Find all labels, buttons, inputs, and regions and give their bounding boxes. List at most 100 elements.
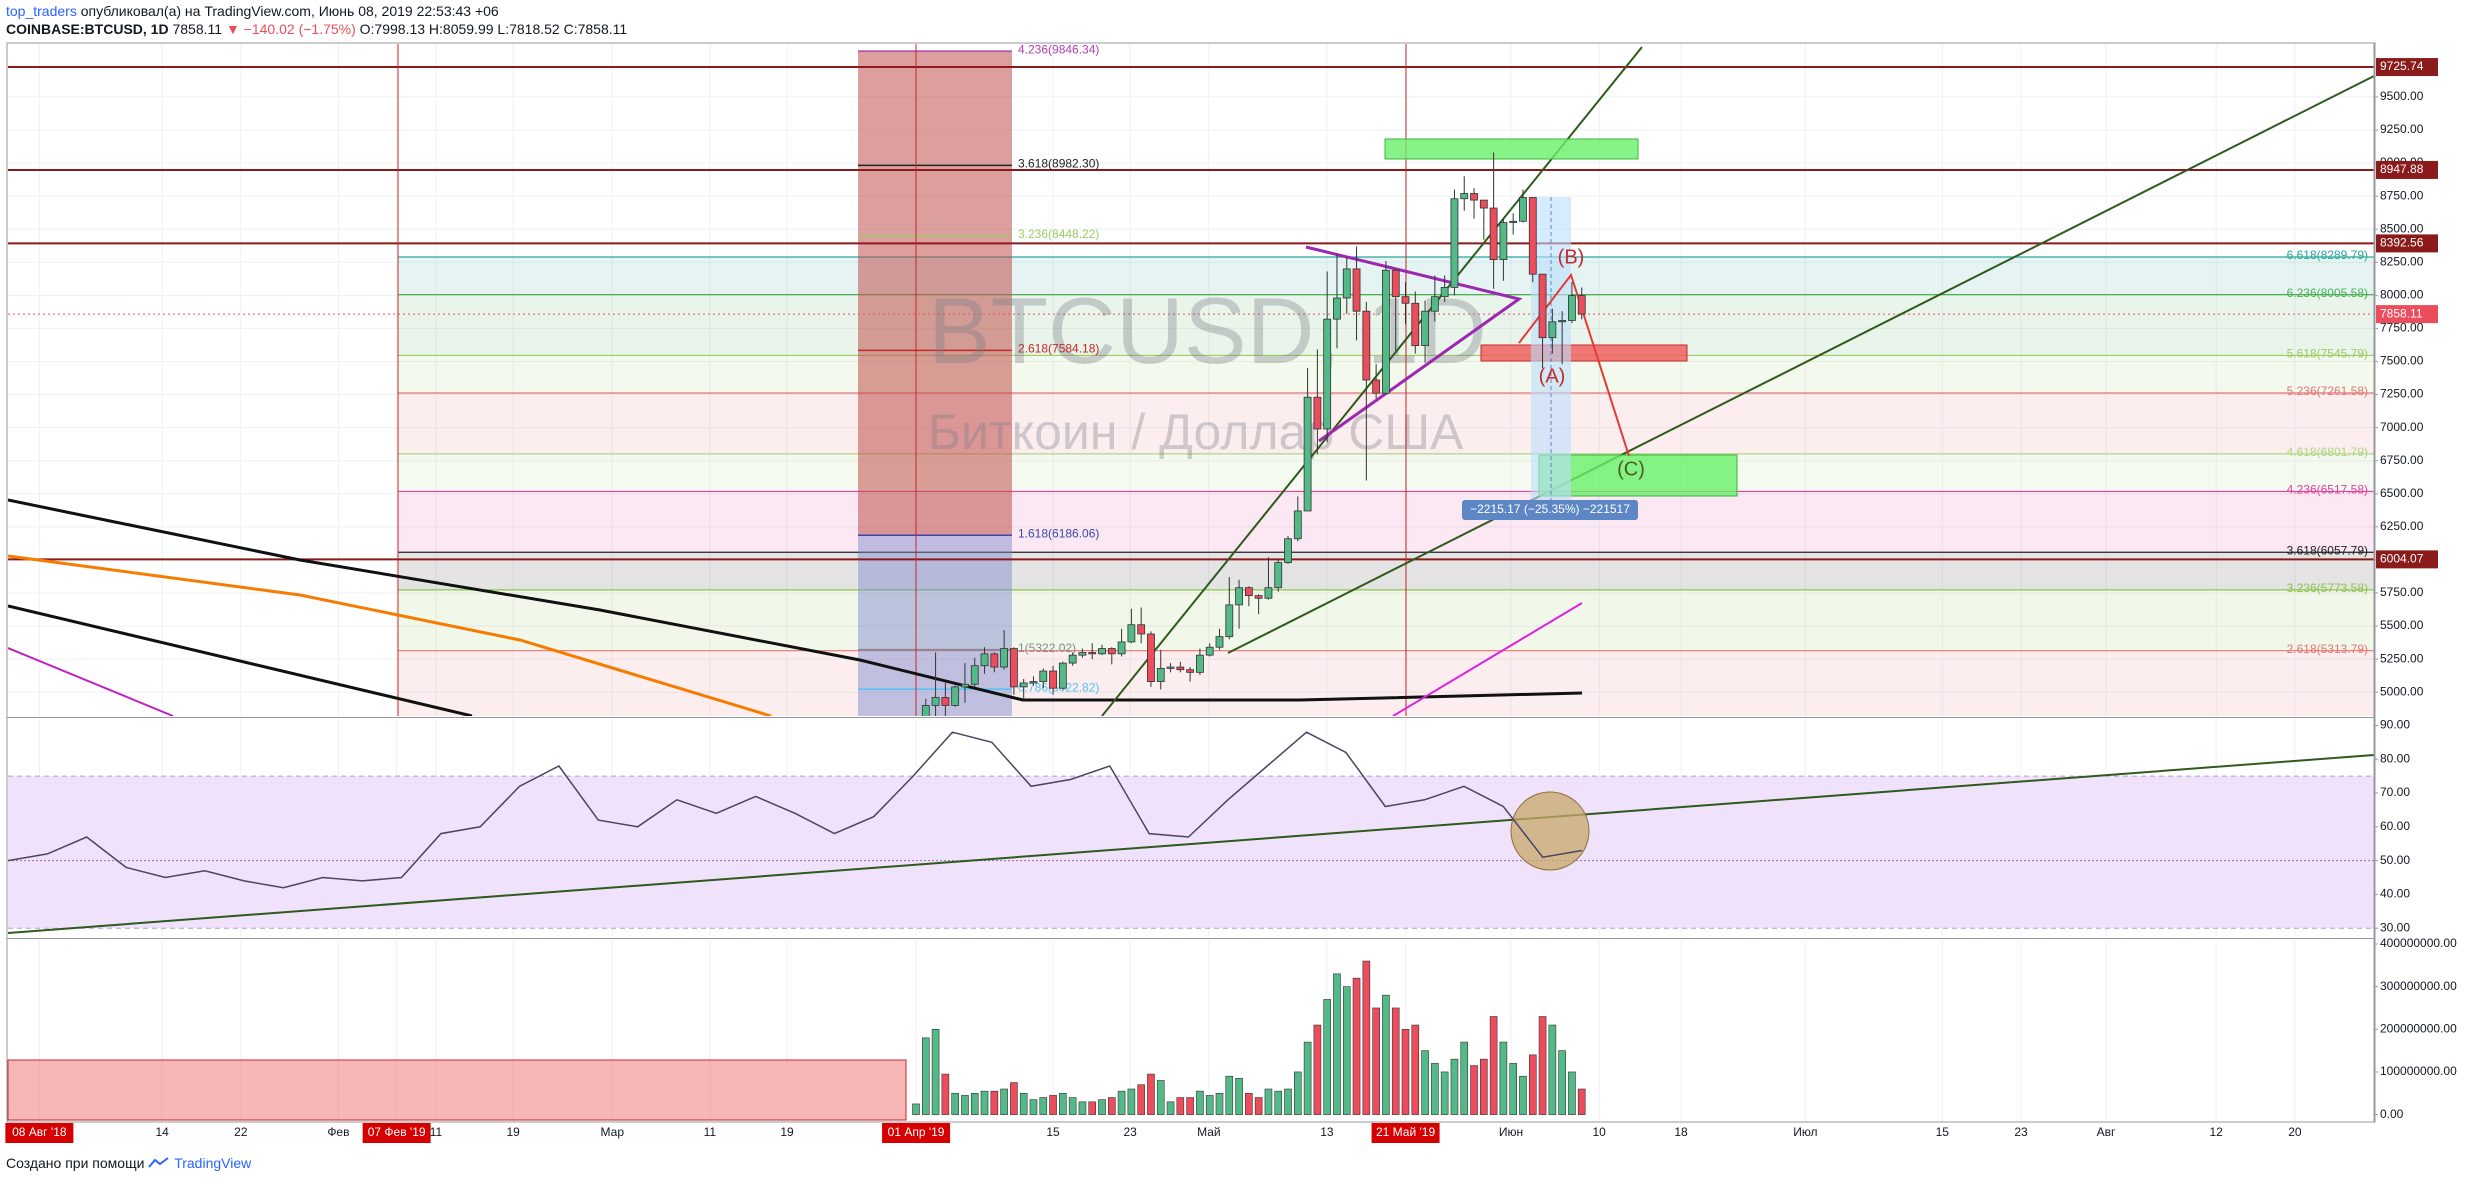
candle-body (1039, 670, 1048, 683)
header-line-2: COINBASE:BTCUSD, 1D 7858.11 ▼ −140.02 (−… (6, 20, 627, 38)
price-level-label: 8392.56 (2380, 236, 2424, 250)
y-tick-label: 5250.00 (2380, 651, 2424, 665)
time-label: Июл (1793, 1125, 1817, 1139)
y-tick-label: 8250.00 (2380, 254, 2424, 268)
moving-average (8, 498, 1583, 702)
time-label: Май (1197, 1125, 1221, 1139)
y-tick-label: 6750.00 (2380, 453, 2424, 467)
footer: Создано при помощи TradingView (6, 1155, 251, 1171)
volume-bar (1352, 977, 1361, 1115)
candle-body (1460, 193, 1469, 200)
candle-body (951, 686, 960, 706)
y-tick-label: 8000.00 (2380, 288, 2424, 302)
header-line-1: top_traders опубликовал(а) на TradingVie… (6, 2, 627, 20)
candle-body (1000, 648, 1009, 668)
volume-bar (1313, 1024, 1322, 1115)
time-label-box (362, 1123, 431, 1143)
y-tick-label: 30.00 (2380, 920, 2410, 934)
volume-bar (1156, 1080, 1165, 1115)
candle-body (1577, 295, 1586, 315)
volume-bar (961, 1095, 969, 1115)
candle-body (1352, 268, 1361, 312)
volume-zone (7, 1059, 907, 1121)
wave-label: (B) (1558, 246, 1585, 268)
y-tick-label: 70.00 (2380, 785, 2410, 799)
candles (921, 152, 1586, 716)
price-level-box (2376, 58, 2438, 77)
candle-body (1568, 295, 1576, 321)
volume-bar (1333, 973, 1341, 1115)
fib-label: 0.786(5022.82) (1018, 680, 1099, 694)
time-label: 20 (2288, 1125, 2302, 1139)
price-level-box (2376, 160, 2438, 179)
volume-bar (1235, 1078, 1243, 1115)
volume-bar (1411, 1024, 1420, 1115)
symbol: COINBASE:BTCUSD, 1D (6, 21, 169, 37)
candle-body (1098, 648, 1106, 655)
time-label: 07 Фев '19 (368, 1125, 426, 1139)
candle-body (1029, 681, 1038, 684)
y-tick-label: 5750.00 (2380, 585, 2424, 599)
candle-body (1391, 269, 1400, 298)
volume-bar (1019, 1092, 1028, 1115)
volume-bar (1039, 1097, 1048, 1115)
volume-bar (1470, 1065, 1478, 1115)
y-tick-label: 7250.00 (2380, 387, 2424, 401)
published: опубликовал(а) на TradingView.com, Июнь … (80, 3, 499, 19)
time-label: Мар (601, 1125, 625, 1139)
chart: BTCUSD, 1D Биткоин / Доллар США 08 Авг '1… (5, 42, 2457, 1143)
candle-body (1205, 646, 1214, 656)
candle-body (1147, 633, 1155, 683)
fib-band (398, 589, 2374, 651)
candle-body (1548, 321, 1557, 339)
volume-bar (1264, 1088, 1273, 1115)
last-price-box (2376, 305, 2438, 324)
fib-label: 4.236(6517.58) (2287, 483, 2368, 497)
front-layer: 08 Авг '18 14 22 Фев 07 Фев '19 11 19 Мар 11 19 01… (5, 42, 2457, 1143)
volume-bar (980, 1090, 989, 1115)
fib-box (858, 535, 1012, 716)
price-level-label: 9725.74 (2380, 59, 2424, 73)
volume-bar (1450, 1058, 1459, 1115)
trend-line (1227, 75, 2374, 654)
volume-bar (1059, 1092, 1067, 1115)
volume-bar (1323, 999, 1331, 1115)
volume-bars (912, 960, 1586, 1115)
time-label: 23 (1123, 1125, 1137, 1139)
fib-label: 2.618(7584.18) (1018, 342, 1099, 356)
y-tick-label: 80.00 (2380, 751, 2410, 765)
y-tick-label: 9250.00 (2380, 122, 2424, 136)
fib-label: 3.236(8448.22) (1018, 227, 1099, 241)
fib-band (398, 393, 2374, 454)
volume-bar (1225, 1075, 1234, 1115)
y-tick-label: 5500.00 (2380, 618, 2424, 632)
footer-text: Создано при помощи (6, 1155, 145, 1171)
candle-body (1450, 198, 1459, 288)
volume-bar (1421, 1050, 1429, 1115)
author[interactable]: top_traders (6, 3, 77, 19)
y-tick-label: 7750.00 (2380, 321, 2424, 335)
time-label: 01 Апр '19 (888, 1125, 945, 1139)
moving-average (8, 554, 772, 716)
trend-line (8, 604, 473, 716)
candle-body (1401, 296, 1410, 304)
time-label-box (882, 1123, 951, 1143)
price-level-box (2376, 550, 2438, 569)
fib-label: 6.236(8005.58) (2287, 286, 2368, 300)
time-label: 13 (1320, 1125, 1334, 1139)
candle-body (1411, 302, 1420, 347)
candle-body (1284, 538, 1292, 563)
measure-label-box (1462, 500, 1638, 520)
time-label: Авг (2097, 1125, 2116, 1139)
volume-bar (1577, 1088, 1586, 1115)
candle-body (1538, 273, 1547, 339)
candle-body (1303, 396, 1312, 512)
candle-body (970, 665, 979, 685)
time-label: Фев (327, 1125, 349, 1139)
candle-body (1166, 666, 1175, 669)
trend-line (8, 647, 174, 716)
y-tick-label: 5000.00 (2380, 684, 2424, 698)
volume-bar (1000, 1088, 1008, 1115)
price-level-label: 6004.07 (2380, 552, 2424, 566)
footer-brand[interactable]: TradingView (174, 1155, 252, 1171)
